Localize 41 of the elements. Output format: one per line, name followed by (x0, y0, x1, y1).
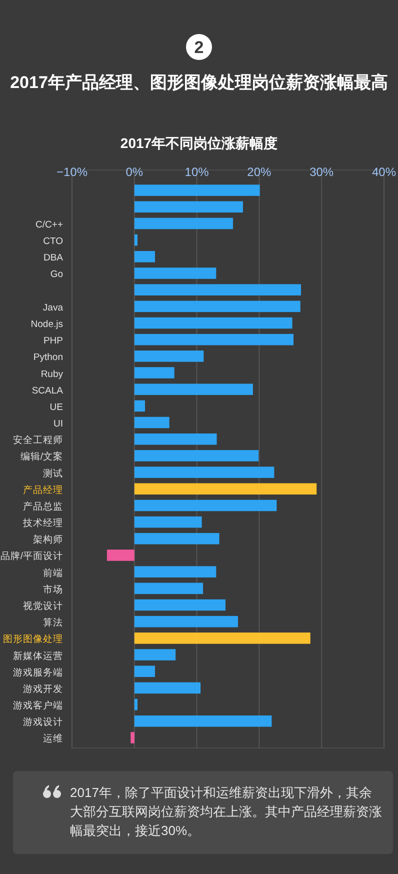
text: 2017年，除了平面设计和运维薪资出现下滑外，其余大部分互联网岗位薪资均在上涨。其中产品经理薪资涨幅最突出，接近30%。 (70, 785, 382, 838)
y-tick-label: 前端 (43, 566, 63, 579)
y-tick-label: Java (42, 302, 64, 314)
y-tick-label: 游戏开发 (23, 682, 63, 695)
y-tick-label: 游戏服务端 (13, 666, 63, 678)
x-tick-label: 30% (310, 165, 334, 179)
x-tick-label: 40% (372, 165, 396, 179)
y-tick-label: UE (50, 402, 63, 413)
y-tick-label: SCALA (32, 385, 64, 396)
y-tick-label: 架构师 (33, 534, 63, 546)
y-tick-label: 游戏设计 (23, 716, 63, 728)
y-tick-label: Python (33, 352, 63, 364)
y-tick-label: 品牌/平面设计 (0, 550, 63, 562)
x-tick-label: 10% (184, 165, 210, 179)
y-tick-label: PHP (43, 336, 63, 347)
y-tick-label: CTO (43, 236, 63, 248)
chart-subtitle: 2017年不同岗位涨薪幅度 (120, 135, 278, 151)
y-tick-label: 游戏客户端 (13, 700, 63, 712)
y-tick-label: 产品总监 (23, 500, 63, 512)
y-tick-label: 图形图像处理 (3, 633, 63, 646)
y-tick-label: C/C++ (36, 219, 64, 230)
y-tick-label: 运维 (43, 732, 63, 745)
y-tick-label: 新媒体运营 (13, 650, 63, 662)
y-tick-label: DBA (43, 252, 64, 264)
x-tick-label: −10% (56, 165, 88, 179)
y-tick-label: 算法 (43, 616, 63, 629)
chart-title: 2017年产品经理、图形图像处理岗位薪资涨幅最高 (10, 73, 388, 92)
y-tick-label: Node.js (30, 319, 64, 330)
y-tick-label: 技术经理 (22, 517, 63, 530)
y-tick-label: Ruby (40, 368, 64, 380)
x-tick-label: 20% (247, 165, 272, 179)
y-tick-label: 产品经理 (23, 484, 63, 496)
y-tick-label: 安全工程师 (13, 434, 63, 446)
x-tick-label: 0% (126, 165, 144, 179)
y-tick-label: Go (50, 269, 63, 280)
y-tick-label: 编辑/文案 (20, 450, 63, 463)
y-tick-label: 视觉设计 (23, 600, 63, 612)
badge: 2 (186, 34, 212, 60)
y-tick-label: 测试 (43, 467, 63, 480)
y-tick-label: UI (54, 418, 63, 430)
y-tick-label: 市场 (43, 583, 63, 596)
